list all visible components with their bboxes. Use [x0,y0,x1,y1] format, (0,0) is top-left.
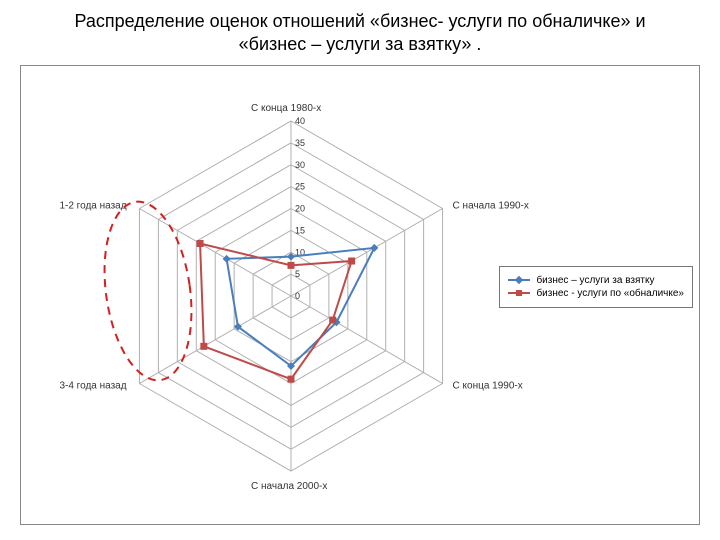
svg-text:С конца 1980-х: С конца 1980-х [251,103,321,114]
svg-text:С начала 2000-х: С начала 2000-х [251,481,327,492]
svg-text:25: 25 [295,181,305,191]
legend-label-1: бизнес - услуги по «обналичке» [536,288,684,299]
title-line1: Распределение оценок отношений «бизнес- … [74,11,645,31]
svg-text:15: 15 [295,225,305,235]
svg-text:5: 5 [295,269,300,279]
svg-text:40: 40 [295,116,305,126]
chart-title: Распределение оценок отношений «бизнес- … [20,10,700,57]
svg-text:3-4 года назад: 3-4 года назад [59,380,126,391]
svg-text:20: 20 [295,203,305,213]
legend-item-0: бизнес – услуги за взятку [508,275,684,286]
legend-swatch-0 [508,279,530,281]
svg-text:0: 0 [295,291,300,301]
legend-label-0: бизнес – услуги за взятку [536,275,654,286]
svg-text:С конца 1990-х: С конца 1990-х [453,380,523,391]
legend-swatch-1 [508,292,530,294]
radar-chart: 0510152025303540С конца 1980-хС начала 1… [20,65,700,525]
svg-text:35: 35 [295,138,305,148]
svg-text:1-2 года назад: 1-2 года назад [59,200,126,211]
legend: бизнес – услуги за взятку бизнес - услуг… [499,266,693,308]
svg-text:С начала 1990-х: С начала 1990-х [453,200,529,211]
legend-item-1: бизнес - услуги по «обналичке» [508,288,684,299]
title-line2: «бизнес – услуги за взятку» . [239,34,482,54]
svg-text:30: 30 [295,160,305,170]
